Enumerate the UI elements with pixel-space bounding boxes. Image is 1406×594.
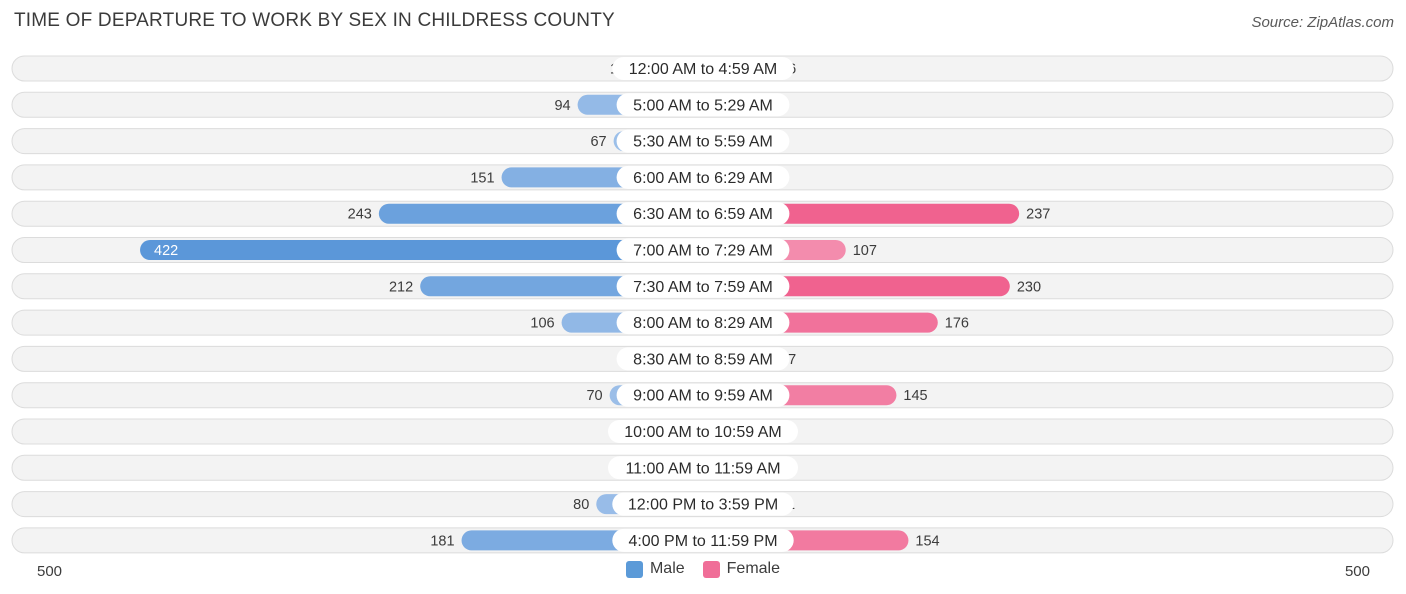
axis-left-label: 500 [37,563,63,580]
category-label-background [612,57,794,80]
category-label-background [612,528,794,552]
category-label: 12:00 PM to 3:59 PM [628,497,778,514]
category-label-background [616,129,790,153]
female-value-label: 154 [915,533,939,549]
male-value-label: 212 [389,279,413,295]
category-label-background [616,383,790,407]
female-value-label: 145 [903,388,927,404]
legend: Male Female [0,560,1406,578]
source-credit: Source: ZipAtlas.com [1251,14,1394,31]
category-label: 10:00 AM to 10:59 AM [624,424,781,441]
male-value-label: 422 [154,243,178,259]
female-value-label: 237 [1026,207,1050,223]
category-label-background [616,347,790,371]
category-label-background [616,311,790,335]
male-value-label: 181 [430,533,454,549]
legend-item-male: Male [625,560,685,578]
male-value-label: 67 [590,134,606,150]
category-label: 5:30 AM to 5:59 AM [633,134,773,151]
category-label: 11:00 AM to 11:59 AM [625,460,780,477]
male-value-label: 106 [530,316,554,332]
legend-item-female: Female [702,560,781,578]
category-label-background [616,238,790,262]
legend-swatch-female [702,560,720,578]
category-label-background [616,202,790,226]
male-bar [140,240,703,260]
female-value-label: 230 [1017,279,1041,295]
category-label: 12:00 AM to 4:59 AM [629,61,778,78]
category-label-background [612,492,794,516]
female-value-label: 107 [853,243,877,259]
male-value-label: 70 [586,388,602,404]
legend-label-male: Male [649,560,685,577]
axis-right-label: 500 [1344,563,1370,580]
category-label: 9:00 AM to 9:59 AM [633,388,773,405]
legend-swatch-male [625,560,643,578]
female-value-label: 176 [945,316,969,332]
category-label: 4:00 PM to 11:59 PM [628,533,777,550]
male-value-label: 94 [554,98,570,114]
category-label: 8:00 AM to 8:29 AM [633,315,773,332]
category-label: 8:30 AM to 8:59 AM [633,351,773,368]
category-label: 7:00 AM to 7:29 AM [633,243,773,260]
category-label-background [616,93,790,117]
chart-title: TIME OF DEPARTURE TO WORK BY SEX IN CHIL… [14,10,615,31]
male-value-label: 243 [348,207,372,223]
category-label: 5:00 AM to 5:29 AM [633,97,773,114]
category-label-background [608,456,798,480]
category-label-background [608,420,798,443]
male-value-label: 151 [470,170,494,186]
category-label: 7:30 AM to 7:59 AM [633,279,773,296]
category-label-background [616,165,790,189]
category-label: 6:30 AM to 6:59 AM [633,206,773,223]
category-label: 6:00 AM to 6:29 AM [633,170,773,187]
legend-label-female: Female [726,560,781,577]
male-value-label: 80 [573,497,589,513]
category-label-background [616,274,790,298]
